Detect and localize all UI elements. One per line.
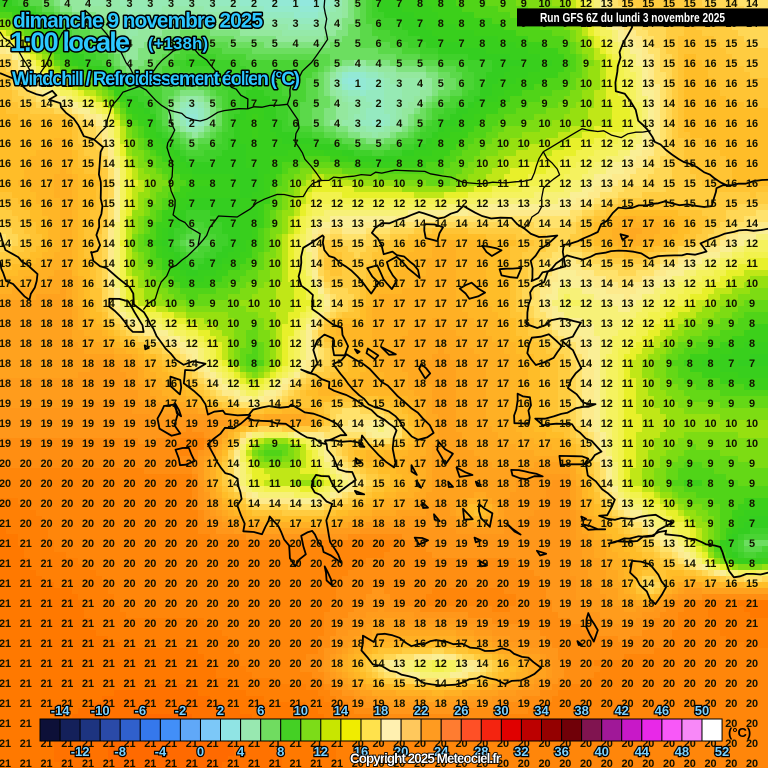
- svg-text:6: 6: [257, 703, 264, 718]
- svg-text:48: 48: [675, 744, 689, 759]
- svg-text:-14: -14: [51, 703, 71, 718]
- svg-text:0: 0: [197, 744, 204, 759]
- svg-text:24: 24: [434, 744, 449, 759]
- svg-text:18: 18: [374, 703, 388, 718]
- svg-text:26: 26: [454, 703, 468, 718]
- svg-text:14: 14: [334, 703, 349, 718]
- svg-text:36: 36: [554, 744, 568, 759]
- svg-text:4: 4: [237, 744, 245, 759]
- svg-text:(°C): (°C): [728, 725, 751, 740]
- svg-text:34: 34: [534, 703, 549, 718]
- svg-text:52: 52: [715, 744, 729, 759]
- svg-text:dimanche 9 novembre 2025: dimanche 9 novembre 2025: [13, 10, 263, 33]
- svg-text:Copyright 2025 Meteociel.fr: Copyright 2025 Meteociel.fr: [350, 751, 502, 766]
- svg-text:12: 12: [314, 744, 328, 759]
- svg-text:38: 38: [574, 703, 588, 718]
- svg-text:8: 8: [277, 744, 284, 759]
- svg-text:20: 20: [394, 744, 408, 759]
- svg-text:30: 30: [494, 703, 508, 718]
- svg-text:40: 40: [594, 744, 608, 759]
- svg-text:1:00 locale: 1:00 locale: [10, 27, 130, 57]
- svg-text:-12: -12: [71, 744, 90, 759]
- svg-text:10: 10: [294, 703, 308, 718]
- svg-text:-6: -6: [135, 703, 147, 718]
- svg-text:22: 22: [414, 703, 428, 718]
- svg-text:-8: -8: [114, 744, 126, 759]
- svg-text:42: 42: [614, 703, 628, 718]
- svg-text:-2: -2: [175, 703, 187, 718]
- svg-text:28: 28: [474, 744, 488, 759]
- svg-text:44: 44: [635, 744, 650, 759]
- svg-text:2: 2: [217, 703, 224, 718]
- svg-text:32: 32: [514, 744, 528, 759]
- svg-text:Windchill / Refroidissement éo: Windchill / Refroidissement éolien (°C): [12, 68, 300, 90]
- svg-text:46: 46: [655, 703, 669, 718]
- svg-text:(+138h): (+138h): [148, 34, 208, 53]
- svg-text:Run GFS 6Z du lundi 3 novembre: Run GFS 6Z du lundi 3 novembre 2025: [540, 10, 725, 25]
- svg-text:-4: -4: [155, 744, 167, 759]
- svg-text:-10: -10: [91, 703, 110, 718]
- svg-text:50: 50: [695, 703, 709, 718]
- svg-text:16: 16: [354, 744, 368, 759]
